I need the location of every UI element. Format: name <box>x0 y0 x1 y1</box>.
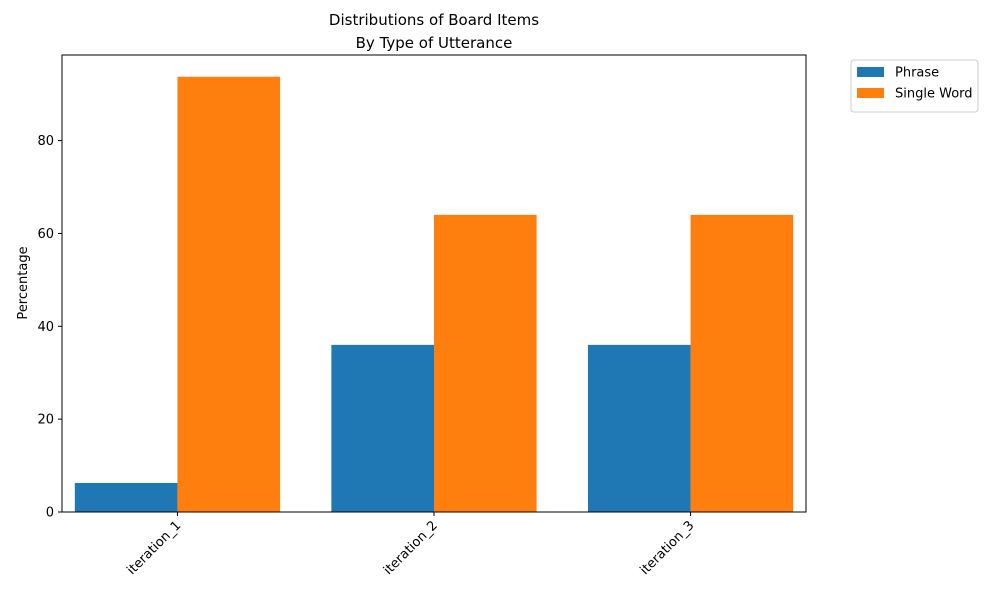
legend-swatch-phrase <box>857 67 884 77</box>
plot-frame <box>61 54 807 513</box>
y-tick-label: 20 <box>37 413 54 428</box>
bar-phrase-iteration_2 <box>331 344 434 512</box>
bar-single-word-iteration_2 <box>434 214 537 513</box>
bar-single-word-iteration_1 <box>177 76 281 512</box>
legend: Phrase Single Word <box>850 59 979 113</box>
chart-title-line-2: By Type of Utterance <box>356 34 513 52</box>
legend-label-phrase: Phrase <box>895 66 939 81</box>
bar-phrase-iteration_3 <box>587 344 691 512</box>
y-tick-label: 80 <box>37 134 54 149</box>
y-tick-label: 60 <box>37 227 54 242</box>
x-tick-label: iteration_2 <box>381 518 441 578</box>
legend-label-single-word: Single Word <box>895 87 973 102</box>
x-ticks-group: iteration_1 iteration_2 iteration_3 <box>124 512 697 578</box>
bars-group <box>74 76 794 513</box>
y-axis-label: Percentage <box>16 246 31 319</box>
legend-swatch-single-word <box>857 88 884 98</box>
x-tick-label: iteration_3 <box>637 518 697 578</box>
y-ticks-group: 0 20 40 60 80 <box>37 134 62 521</box>
y-tick-label: 0 <box>46 506 54 521</box>
chart-title-line-1: Distributions of Board Items <box>329 11 539 29</box>
bar-single-word-iteration_3 <box>690 214 794 513</box>
x-tick-label: iteration_1 <box>124 518 184 578</box>
bar-phrase-iteration_1 <box>74 482 178 512</box>
y-tick-label: 40 <box>37 320 54 335</box>
